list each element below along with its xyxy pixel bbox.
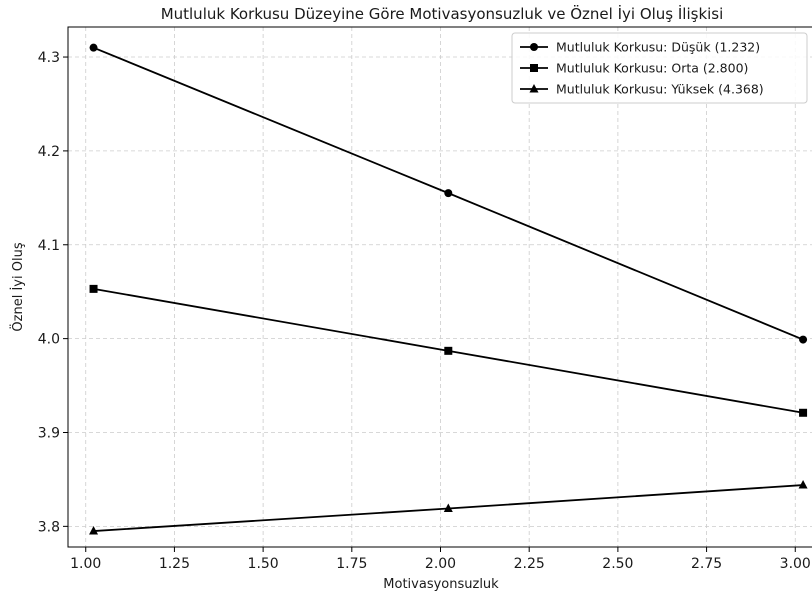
data-point bbox=[89, 284, 98, 293]
x-tick-label: 2.75 bbox=[691, 556, 722, 572]
legend-marker bbox=[530, 43, 538, 51]
axes-ticks: 1.00 1.25 1.50 1.75 2.00 2.25 2.50 2.75 3.00 3.8 3… bbox=[38, 50, 811, 572]
x-tick-label: 3.00 bbox=[780, 556, 811, 572]
y-tick-label: 3.9 bbox=[38, 425, 60, 441]
x-tick-label: 2.00 bbox=[425, 556, 456, 572]
data-point bbox=[799, 408, 808, 417]
data-point bbox=[89, 526, 99, 535]
x-tick-label: 2.50 bbox=[602, 556, 633, 572]
series-1 bbox=[89, 43, 808, 344]
legend-label: Mutluluk Korkusu: Orta (2.800) bbox=[556, 61, 748, 76]
grid bbox=[68, 27, 812, 547]
data-point bbox=[444, 189, 453, 198]
y-tick-label: 3.8 bbox=[38, 519, 60, 535]
legend-label: Mutluluk Korkusu: Yüksek (4.368) bbox=[556, 82, 764, 97]
y-tick-label: 4.0 bbox=[38, 332, 60, 348]
data-point bbox=[799, 335, 808, 344]
data-point bbox=[444, 346, 453, 355]
legend-label: Mutluluk Korkusu: Düşük (1.232) bbox=[556, 40, 760, 55]
x-axis-label: Motivasyonsuzluk bbox=[383, 577, 499, 592]
legend-marker bbox=[529, 84, 539, 93]
plot-area bbox=[89, 43, 808, 535]
legend-box bbox=[511, 32, 808, 104]
x-tick-label: 1.25 bbox=[159, 556, 190, 572]
data-point bbox=[89, 43, 98, 52]
data-point bbox=[443, 503, 453, 513]
plot-frame bbox=[67, 26, 812, 548]
x-tick-label: 1.75 bbox=[336, 556, 367, 572]
y-tick-label: 4.2 bbox=[38, 144, 60, 160]
x-tick-label: 2.25 bbox=[514, 556, 545, 572]
y-tick-label: 4.3 bbox=[38, 50, 60, 66]
series-2 bbox=[89, 284, 808, 417]
series-3 bbox=[89, 480, 808, 535]
data-point bbox=[798, 480, 808, 489]
y-tick-label: 4.1 bbox=[38, 238, 60, 254]
chart-title: Mutluluk Korkusu Düzeyine Göre Motivasyo… bbox=[161, 4, 724, 23]
legend-marker bbox=[530, 64, 538, 72]
y-axis-label: Öznel İyi Oluş bbox=[9, 242, 26, 331]
x-tick-label: 1.00 bbox=[70, 556, 101, 572]
x-tick-label: 1.50 bbox=[248, 556, 279, 572]
legend: Mutluluk Korkusu: Düşük (1.232) Mutluluk … bbox=[511, 32, 808, 104]
